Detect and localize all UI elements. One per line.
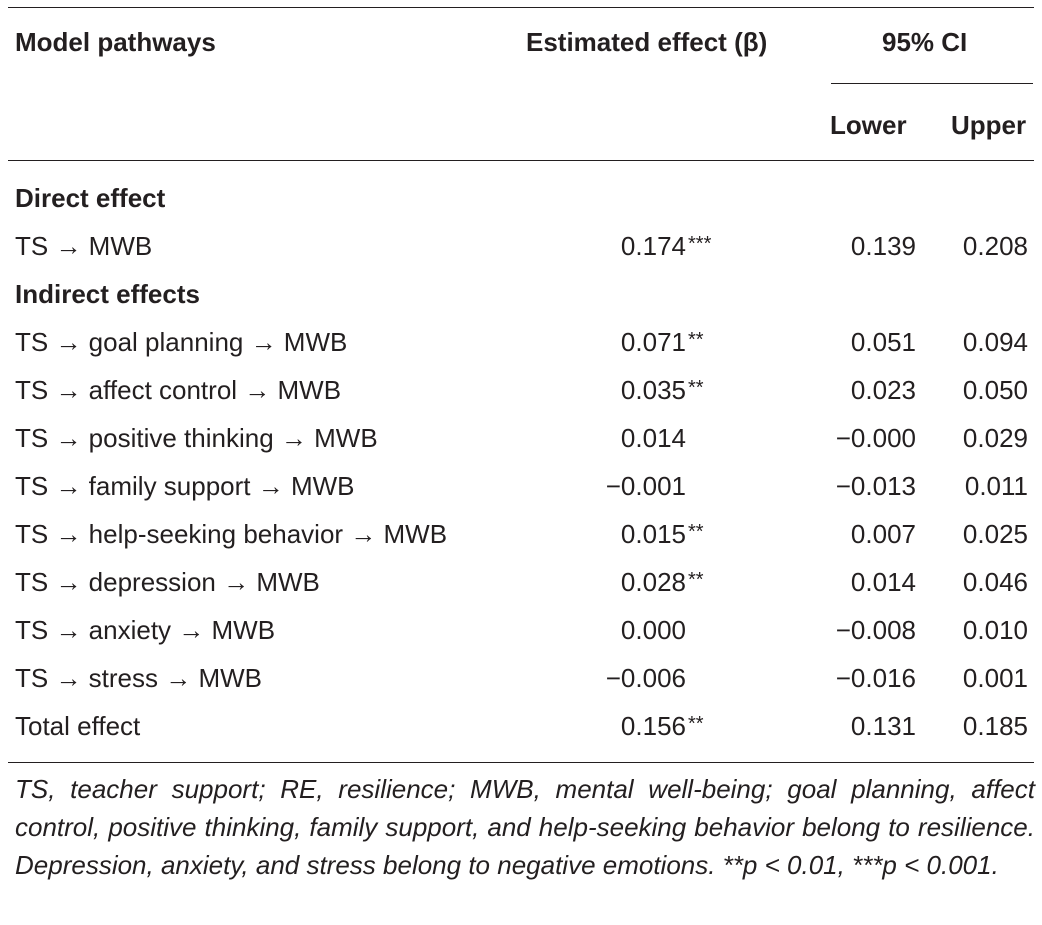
row-effect: −0.001 <box>605 471 686 501</box>
row-pathway: TS → depression → MWB <box>15 567 320 597</box>
row-significance: *** <box>688 233 712 255</box>
row-pathway: TS → anxiety → MWB <box>15 615 276 645</box>
row-significance: ** <box>688 569 704 591</box>
row-effect: 0.000 <box>620 615 686 645</box>
row-pathway: TS → MWB <box>15 231 153 261</box>
row-pathway: TS → positive thinking → MWB <box>15 423 378 453</box>
row-ci-upper: 0.001 <box>962 663 1028 693</box>
row-ci-lower: −0.008 <box>835 615 916 645</box>
row-pathway: Total effect <box>15 711 141 741</box>
bottom-rule <box>8 762 1034 763</box>
row-ci-upper: 0.046 <box>962 567 1028 597</box>
row-ci-upper: 0.094 <box>962 327 1028 357</box>
row-significance: ** <box>688 521 704 543</box>
table-footnote: TS, teacher support; RE, resilience; MWB… <box>15 774 1035 880</box>
row-effect: 0.071 <box>620 327 686 357</box>
row-significance: ** <box>688 377 704 399</box>
row-ci-lower: 0.023 <box>850 375 916 405</box>
row-effect: −0.006 <box>605 663 686 693</box>
row-pathway: TS → affect control → MWB <box>15 375 342 405</box>
row-ci-upper: 0.025 <box>962 519 1028 549</box>
row-pathway: TS → stress → MWB <box>15 663 262 693</box>
header-upper: Upper <box>951 110 1027 140</box>
section-direct-effect: Direct effect <box>15 183 166 213</box>
row-effect: 0.028 <box>620 567 686 597</box>
row-ci-lower: −0.000 <box>835 423 916 453</box>
row-ci-lower: 0.014 <box>850 567 916 597</box>
row-pathway: TS → family support → MWB <box>15 471 355 501</box>
row-ci-lower: 0.139 <box>850 231 916 261</box>
row-ci-upper: 0.185 <box>962 711 1028 741</box>
header-95-ci: 95% CI <box>882 27 968 57</box>
header-model-pathways: Model pathways <box>15 27 216 57</box>
row-pathway: TS → goal planning → MWB <box>15 327 348 357</box>
row-significance: ** <box>688 329 704 351</box>
row-ci-upper: 0.011 <box>964 471 1028 501</box>
row-effect: 0.014 <box>620 423 686 453</box>
row-effect: 0.174 <box>620 231 686 261</box>
section-indirect-effects: Indirect effects <box>15 279 200 309</box>
row-effect: 0.156 <box>620 711 686 741</box>
row-significance: ** <box>688 713 704 735</box>
row-ci-upper: 0.029 <box>962 423 1028 453</box>
header-lower: Lower <box>830 110 907 140</box>
row-effect: 0.015 <box>620 519 686 549</box>
row-ci-lower: −0.016 <box>835 663 916 693</box>
row-ci-lower: 0.131 <box>850 711 916 741</box>
ci-rule <box>831 83 1033 84</box>
row-pathway: TS → help-seeking behavior → MWB <box>15 519 448 549</box>
row-effect: 0.035 <box>620 375 686 405</box>
row-ci-upper: 0.050 <box>962 375 1028 405</box>
row-ci-upper: 0.208 <box>962 231 1028 261</box>
row-ci-lower: 0.051 <box>850 327 916 357</box>
header-estimated-effect: Estimated effect (β) <box>526 27 768 57</box>
top-rule <box>8 7 1034 8</box>
row-ci-lower: −0.013 <box>835 471 916 501</box>
header-rule <box>8 160 1034 161</box>
row-ci-upper: 0.010 <box>962 615 1028 645</box>
row-ci-lower: 0.007 <box>850 519 916 549</box>
